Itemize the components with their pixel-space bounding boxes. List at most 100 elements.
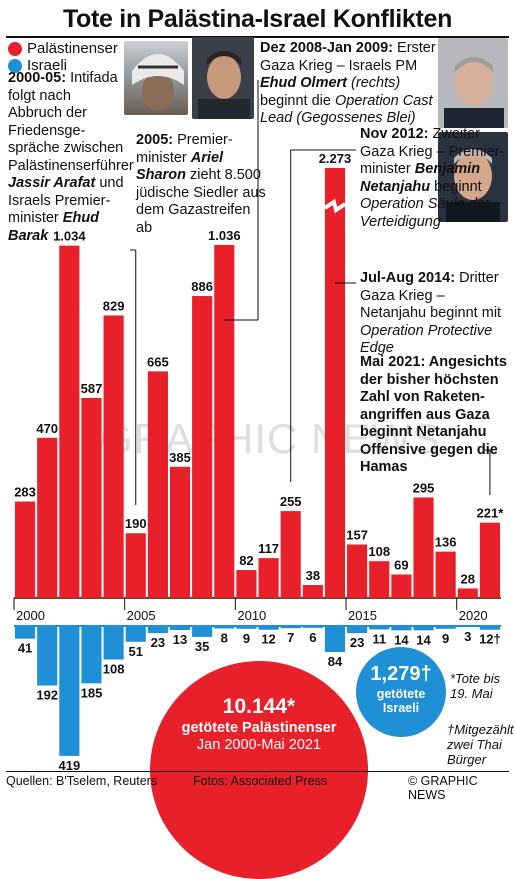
bar-palestinians	[413, 497, 434, 598]
annotation-text: Intifada folgt nach Abbruch der Friedens…	[8, 70, 134, 174]
data-label-palestinians: 665	[147, 354, 169, 369]
title-rule	[6, 36, 509, 38]
annotation-2005: 2005: Premier- minister Ariel Sharon zie…	[136, 132, 266, 237]
x-tick-label: 2020	[459, 608, 488, 623]
bar-palestinians	[479, 522, 500, 598]
bar-palestinians	[457, 588, 478, 598]
bar-palestinians	[324, 168, 346, 598]
bar-palestinians	[192, 296, 213, 598]
data-label-palestinians: 117	[258, 541, 279, 556]
legend-swatch-blue	[8, 58, 22, 73]
bar-palestinians	[347, 544, 368, 598]
bar-palestinians	[59, 245, 80, 598]
data-label-palestinians: 385	[169, 450, 191, 465]
annotation-2021: Mai 2021: Angesichts der bisher höchsten…	[360, 354, 507, 475]
annotation-2000: 2000-05: Intifada folgt nach Abbruch der…	[8, 70, 134, 245]
data-label-israelis: 13	[173, 632, 187, 647]
x-tick-label: 2015	[348, 608, 377, 623]
data-label-israelis: 12	[261, 632, 275, 647]
bar-palestinians	[391, 574, 412, 598]
portrait-icon	[132, 54, 184, 111]
total-israelis-value: 1,279†	[370, 663, 432, 685]
data-label-palestinians: 69	[394, 557, 408, 572]
annotation-text: zieht 8.500 jüdische Siedler aus dem Gaz…	[136, 167, 266, 236]
annotation-text: (rechts)	[347, 75, 401, 91]
bar-palestinians	[258, 558, 279, 598]
bar-israelis	[169, 626, 191, 631]
bar-israelis	[435, 626, 456, 629]
annotation-person: Jassir Arafat	[8, 175, 96, 191]
annotation-operation: Operation Protective Edge	[360, 322, 493, 357]
annotation-operation: Operation Säule der Verteidigung	[360, 196, 490, 230]
axis-band	[14, 598, 501, 626]
data-label-palestinians: 190	[125, 516, 147, 531]
annotation-date: Jul-Aug 2014:	[360, 270, 456, 286]
data-label-palestinians: 221*	[477, 506, 505, 521]
bar-israelis	[59, 626, 80, 756]
data-label-israelis: 84	[328, 654, 343, 669]
annotation-text: beginnt die	[260, 92, 335, 109]
bar-palestinians	[369, 561, 390, 598]
data-label-palestinians: 1.036	[208, 228, 241, 243]
data-label-israelis: 23	[350, 635, 364, 650]
data-label-israelis: 3	[464, 629, 471, 644]
footer-photos: Fotos: Associated Press	[193, 774, 328, 788]
bar-israelis	[324, 626, 346, 653]
photo-barak	[192, 37, 254, 119]
photo-arafat	[124, 41, 188, 115]
data-label-palestinians: 295	[413, 480, 435, 495]
bar-israelis	[125, 626, 146, 642]
total-palestinians-period: Jan 2000-Mai 2021	[196, 737, 322, 753]
page-title: Tote in Palästina-Israel Konflikten	[62, 5, 453, 33]
data-label-palestinians: 157	[346, 527, 368, 542]
bar-israelis	[302, 626, 323, 628]
total-israelis-circle: 1,279† getötete Israeli	[356, 647, 446, 737]
total-israelis-label: getötete Israeli	[376, 687, 426, 715]
bar-palestinians	[169, 466, 191, 598]
bar-palestinians	[236, 570, 257, 598]
x-tick-label: 2005	[127, 608, 156, 623]
annotation-operation: Operation Cast Lead (Gegossenes Blei)	[260, 92, 433, 127]
footer-credit: © GRAPHIC NEWS	[408, 774, 478, 802]
data-label-palestinians: 255	[280, 494, 302, 509]
bar-israelis	[347, 626, 368, 634]
data-label-israelis: 6	[309, 630, 316, 645]
bar-palestinians	[147, 371, 168, 598]
bar-israelis	[103, 626, 124, 660]
data-label-palestinians: 2.273	[319, 151, 352, 166]
bar-israelis	[37, 626, 58, 686]
legend-swatch-red	[8, 41, 22, 56]
bar-israelis	[258, 626, 279, 630]
bar-palestinians	[280, 511, 301, 598]
bar-israelis	[214, 626, 235, 629]
photo-olmert	[438, 38, 508, 128]
photo-netanyahu	[438, 132, 508, 222]
axis-break-icon	[323, 198, 347, 214]
bar-palestinians	[81, 397, 102, 598]
data-label-palestinians: 1.034	[53, 229, 86, 244]
bar-palestinians	[214, 244, 235, 598]
bar-israelis	[479, 626, 500, 630]
data-label-palestinians: 108	[368, 544, 390, 559]
bar-palestinians	[15, 501, 36, 598]
annotation-text: Zweiter Gaza Krieg – Premier- minister	[360, 126, 505, 177]
data-label-palestinians: 38	[306, 568, 320, 583]
portrait-icon	[198, 51, 250, 119]
legend-label: Palästinenser	[27, 40, 118, 57]
annotation-person: Ehud Olmert	[260, 75, 348, 91]
bar-israelis	[369, 626, 390, 630]
data-label-israelis: 35	[195, 639, 209, 654]
chart-canvas: 2834120004701921.03441958718582910819051…	[13, 80, 505, 773]
annotation-2014: Jul-Aug 2014: Dritter Gaza Krieg – Netan…	[360, 270, 510, 358]
annotation-text: beginnt	[430, 178, 482, 195]
data-label-palestinians: 136	[435, 535, 457, 550]
legend-item-israelis: Israeli	[8, 57, 67, 74]
annotation-text: und Israels Premier- minister	[8, 175, 124, 226]
bar-israelis	[81, 626, 102, 684]
portrait-icon	[444, 57, 504, 128]
bar-palestinians	[37, 437, 58, 598]
data-label-israelis: 14	[416, 632, 431, 647]
legend-label: Israeli	[27, 57, 68, 74]
annotation-2012: Nov 2012: Zweiter Gaza Krieg – Premier- …	[360, 126, 510, 231]
data-label-israelis: 23	[151, 635, 165, 650]
